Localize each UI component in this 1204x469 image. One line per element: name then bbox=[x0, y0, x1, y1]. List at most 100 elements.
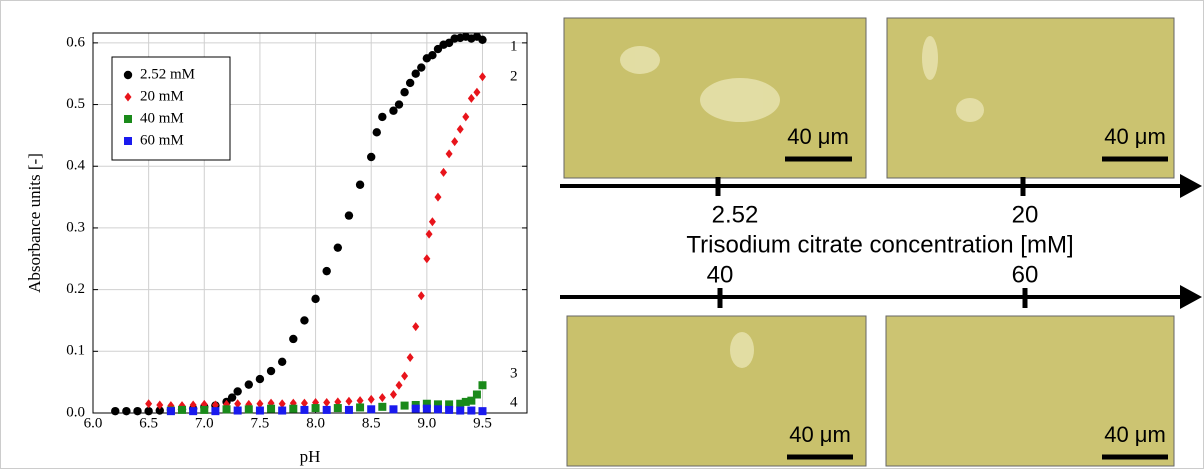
scale-label: 40 μm bbox=[1104, 422, 1166, 447]
data-point bbox=[467, 396, 476, 405]
micrograph bbox=[885, 315, 1175, 467]
data-point bbox=[400, 401, 409, 410]
data-point bbox=[367, 152, 376, 162]
concentration-label: 40 bbox=[707, 261, 734, 288]
data-point bbox=[412, 322, 420, 332]
y-tick-label: 0.3 bbox=[66, 219, 85, 235]
data-point bbox=[389, 389, 397, 399]
y-tick-label: 0.1 bbox=[66, 343, 85, 359]
legend: 2.52 mM 20 mM 40 mM 60 mM bbox=[111, 56, 231, 161]
data-point bbox=[428, 217, 436, 227]
data-point bbox=[405, 78, 415, 88]
data-point bbox=[144, 406, 153, 416]
particle bbox=[620, 46, 660, 74]
x-axis-label: pH bbox=[300, 447, 321, 466]
data-point bbox=[356, 403, 365, 412]
data-point bbox=[323, 398, 331, 408]
data-point bbox=[166, 407, 175, 416]
y-tick-label: 0.4 bbox=[66, 158, 85, 174]
data-point bbox=[278, 406, 287, 415]
y-tick-label: 0.6 bbox=[66, 34, 85, 50]
legend-marker bbox=[124, 137, 132, 145]
data-point bbox=[256, 399, 264, 409]
x-tick-label: 8.0 bbox=[306, 415, 325, 431]
data-point bbox=[233, 387, 242, 396]
data-point bbox=[278, 399, 286, 409]
y-tick-label: 0.0 bbox=[66, 404, 85, 420]
data-point bbox=[233, 406, 242, 415]
data-point bbox=[478, 35, 487, 44]
data-point bbox=[322, 266, 331, 276]
y-axis-label: Absorbance units [-] bbox=[25, 153, 44, 293]
data-point bbox=[355, 180, 365, 189]
plot-area bbox=[92, 32, 528, 414]
data-point bbox=[456, 124, 464, 134]
data-point bbox=[478, 72, 486, 82]
data-point bbox=[111, 406, 120, 416]
data-point bbox=[244, 380, 253, 389]
data-point bbox=[133, 406, 142, 416]
data-point bbox=[178, 405, 187, 414]
y-tick-label: 0.5 bbox=[66, 96, 85, 112]
data-point bbox=[456, 399, 465, 408]
chart: 6.0 6.5 7.0 7.5 8.0 8.5 9.0 9.5 0.0 0.1 0.2 0.3 0.4 0… bbox=[25, 32, 528, 466]
data-point bbox=[401, 371, 409, 381]
data-point bbox=[467, 406, 476, 415]
y-tick-label: 0.2 bbox=[66, 281, 85, 297]
data-point bbox=[467, 93, 475, 103]
legend-label: 2.52 mM bbox=[140, 66, 195, 82]
data-point bbox=[378, 112, 387, 122]
data-point bbox=[289, 334, 298, 344]
data-point bbox=[255, 406, 264, 415]
data-point bbox=[155, 406, 164, 415]
data-point bbox=[378, 402, 387, 411]
x-tick-label: 6.5 bbox=[139, 415, 158, 431]
data-point bbox=[389, 106, 398, 115]
data-point bbox=[372, 128, 381, 137]
data-point bbox=[434, 192, 442, 202]
data-point bbox=[289, 404, 298, 413]
legend-marker bbox=[124, 115, 132, 123]
data-point bbox=[311, 404, 320, 413]
x-tick-label: 8.5 bbox=[362, 415, 381, 431]
data-point bbox=[267, 404, 276, 413]
data-point bbox=[417, 63, 426, 72]
data-point bbox=[472, 390, 481, 399]
data-point bbox=[456, 406, 465, 415]
data-point bbox=[322, 405, 331, 414]
data-point bbox=[462, 112, 470, 122]
data-point bbox=[395, 380, 403, 390]
data-point bbox=[227, 393, 237, 402]
data-point bbox=[122, 406, 131, 416]
data-point bbox=[300, 316, 309, 325]
data-point bbox=[333, 404, 342, 413]
concentration-label: 2.52 bbox=[712, 201, 759, 228]
data-point bbox=[300, 405, 309, 414]
data-point bbox=[389, 405, 398, 414]
data-point bbox=[394, 100, 404, 109]
data-point bbox=[244, 405, 253, 414]
x-tick-label: 7.0 bbox=[195, 415, 214, 431]
data-point bbox=[367, 405, 376, 414]
data-point bbox=[400, 88, 409, 97]
concentration-label: 60 bbox=[1012, 261, 1039, 288]
arrow-head bbox=[1180, 285, 1202, 309]
data-point bbox=[356, 396, 364, 406]
data-point bbox=[344, 405, 353, 414]
data-point bbox=[423, 254, 431, 264]
data-point bbox=[333, 243, 343, 252]
data-point bbox=[222, 405, 231, 414]
scale-label: 40 μm bbox=[787, 124, 849, 149]
scale-label: 40 μm bbox=[789, 422, 851, 447]
legend-marker bbox=[123, 70, 133, 80]
data-point bbox=[367, 394, 375, 404]
concentration-axis: 2.52 20 Trisodium citrate concentration … bbox=[560, 174, 1202, 309]
data-point bbox=[473, 87, 481, 97]
data-point bbox=[277, 357, 287, 366]
data-point bbox=[478, 381, 487, 390]
micrograph bbox=[566, 315, 867, 467]
curve-label: 4 bbox=[510, 394, 518, 410]
x-tick-label: 9.5 bbox=[473, 415, 492, 431]
data-point bbox=[145, 399, 153, 409]
data-point bbox=[445, 149, 453, 159]
